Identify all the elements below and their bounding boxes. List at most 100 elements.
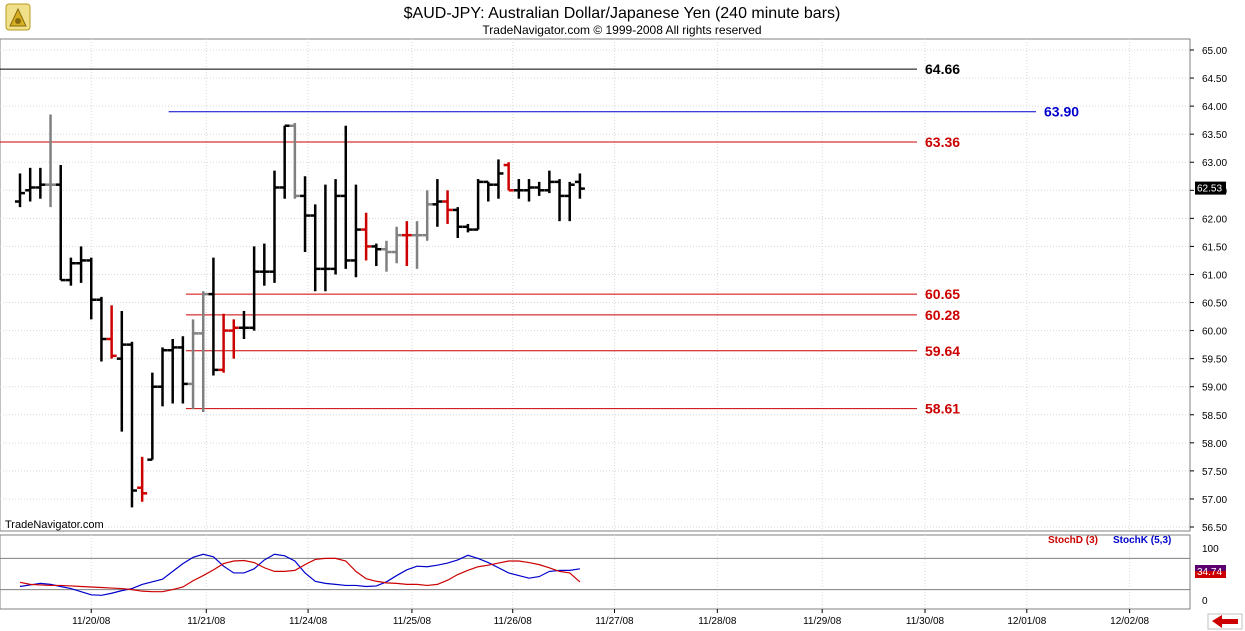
ohlc-bar xyxy=(238,310,249,340)
y-tick-label: 57.00 xyxy=(1202,495,1227,506)
date-axis: 11/20/08 11/21/08 11/24/08 11/25/08 11/26/08… xyxy=(72,609,1150,627)
x-tick-label: 11/28/08 xyxy=(698,616,737,627)
osc-y-tick-label: 0 xyxy=(1202,596,1208,607)
ohlc-bar xyxy=(401,221,412,267)
ohlc-bar xyxy=(218,313,229,373)
ohlc-bar xyxy=(76,246,87,283)
price-axis: 65.0064.5064.0063.5063.0062.5062.0061.50… xyxy=(1190,46,1227,534)
ohlc-bar xyxy=(564,181,575,222)
price-bars xyxy=(15,114,585,508)
y-tick-label: 64.50 xyxy=(1202,74,1227,85)
level-label: 59.64 xyxy=(925,343,960,359)
ohlc-bar xyxy=(483,180,494,202)
ohlc-bar xyxy=(188,319,199,410)
y-tick-label: 64.00 xyxy=(1202,102,1227,113)
y-tick-label: 56.50 xyxy=(1202,523,1227,534)
ohlc-bar xyxy=(198,291,209,412)
y-tick-label: 63.50 xyxy=(1202,130,1227,141)
x-tick-label: 11/29/08 xyxy=(803,616,842,627)
ohlc-bar xyxy=(86,257,97,320)
osc-last-marker: 34.74 xyxy=(1195,565,1226,578)
level-label: 63.90 xyxy=(1044,104,1079,120)
x-tick-label: 11/25/08 xyxy=(393,616,432,627)
ohlc-bar xyxy=(513,179,524,199)
osc-last-label: 34.74 xyxy=(1197,567,1222,578)
ohlc-bar xyxy=(137,456,148,502)
y-tick-label: 62.00 xyxy=(1202,214,1227,225)
ohlc-bar xyxy=(177,336,188,404)
x-tick-label: 11/30/08 xyxy=(906,616,945,627)
level-label: 60.28 xyxy=(925,307,960,323)
osc-legend: StochD (3) StochK (5,3) xyxy=(1048,535,1171,546)
ohlc-bar xyxy=(361,212,372,261)
ohlc-bar xyxy=(126,341,137,508)
ohlc-bar xyxy=(350,184,361,278)
ohlc-bar xyxy=(432,179,443,227)
y-tick-label: 63.00 xyxy=(1202,158,1227,169)
chart-title: $AUD-JPY: Australian Dollar/Japanese Yen… xyxy=(404,5,841,22)
ohlc-bar xyxy=(259,243,270,286)
level-label: 58.61 xyxy=(925,401,960,417)
ohlc-bar xyxy=(269,170,280,283)
ohlc-bar xyxy=(116,310,127,432)
ohlc-bar xyxy=(249,246,260,331)
ohlc-bar xyxy=(289,122,300,199)
level-label: 63.36 xyxy=(925,134,960,150)
ohlc-bar xyxy=(228,319,239,359)
ohlc-bar xyxy=(493,159,504,199)
ohlc-bar xyxy=(157,347,168,407)
ohlc-bar xyxy=(574,173,585,199)
x-tick-label: 11/27/08 xyxy=(595,616,634,627)
support-resistance-levels: 64.66 63.90 63.36 60.65 60.28 59.64 58.61 xyxy=(0,61,1079,417)
level-label: 64.66 xyxy=(925,61,960,77)
legend-stochk: StochK (5,3) xyxy=(1113,535,1171,546)
ohlc-bar xyxy=(534,181,545,196)
ohlc-bar xyxy=(473,179,484,231)
ohlc-bar xyxy=(300,176,311,253)
ohlc-bar xyxy=(15,173,25,208)
legend-stochd: StochD (3) xyxy=(1048,535,1098,546)
ohlc-bar xyxy=(96,296,107,362)
y-tick-label: 60.00 xyxy=(1202,327,1227,338)
y-tick-label: 59.00 xyxy=(1202,383,1227,394)
ohlc-bar xyxy=(25,167,36,202)
ohlc-bar xyxy=(391,226,402,264)
ohlc-bar xyxy=(65,257,76,286)
ohlc-bar xyxy=(412,221,423,269)
x-tick-label: 11/20/08 xyxy=(72,616,111,627)
ohlc-bar xyxy=(55,165,66,282)
ohlc-bar xyxy=(45,114,56,208)
y-tick-label: 61.00 xyxy=(1202,270,1227,281)
x-tick-label: 12/02/08 xyxy=(1110,616,1149,627)
y-tick-label: 59.50 xyxy=(1202,355,1227,366)
stochastic-oscillator: 100 0 xyxy=(0,544,1219,607)
ohlc-bar xyxy=(35,167,46,199)
x-tick-label: 11/21/08 xyxy=(187,616,226,627)
y-tick-label: 58.00 xyxy=(1202,439,1227,450)
ohlc-bar xyxy=(167,339,178,404)
trade-navigator-logo-icon xyxy=(5,3,31,31)
stochd-line xyxy=(19,557,581,593)
ohlc-bar xyxy=(524,179,534,202)
ohlc-bar xyxy=(462,223,473,233)
last-price-marker: 62.53 xyxy=(1195,181,1226,195)
x-tick-label: 12/01/08 xyxy=(1007,616,1046,627)
osc-y-tick-label: 100 xyxy=(1202,544,1219,555)
ohlc-bar xyxy=(371,243,382,267)
chart-subtitle: TradeNavigator.com © 1999-2008 All right… xyxy=(482,23,761,37)
ohlc-bar xyxy=(452,207,463,238)
scroll-arrow-icon[interactable] xyxy=(1207,613,1243,630)
ohlc-bar xyxy=(330,179,341,275)
ohlc-bar xyxy=(208,257,219,376)
ohlc-bar xyxy=(340,125,351,269)
grid-lines xyxy=(0,39,1190,609)
ohlc-bar xyxy=(106,305,117,359)
oscillator-panel xyxy=(0,534,1191,610)
x-tick-label: 11/26/08 xyxy=(494,616,533,627)
ohlc-bar xyxy=(310,204,321,292)
ohlc-bar xyxy=(147,372,158,461)
watermark: TradeNavigator.com xyxy=(5,519,104,531)
y-tick-label: 58.50 xyxy=(1202,411,1227,422)
y-tick-label: 61.50 xyxy=(1202,242,1227,253)
